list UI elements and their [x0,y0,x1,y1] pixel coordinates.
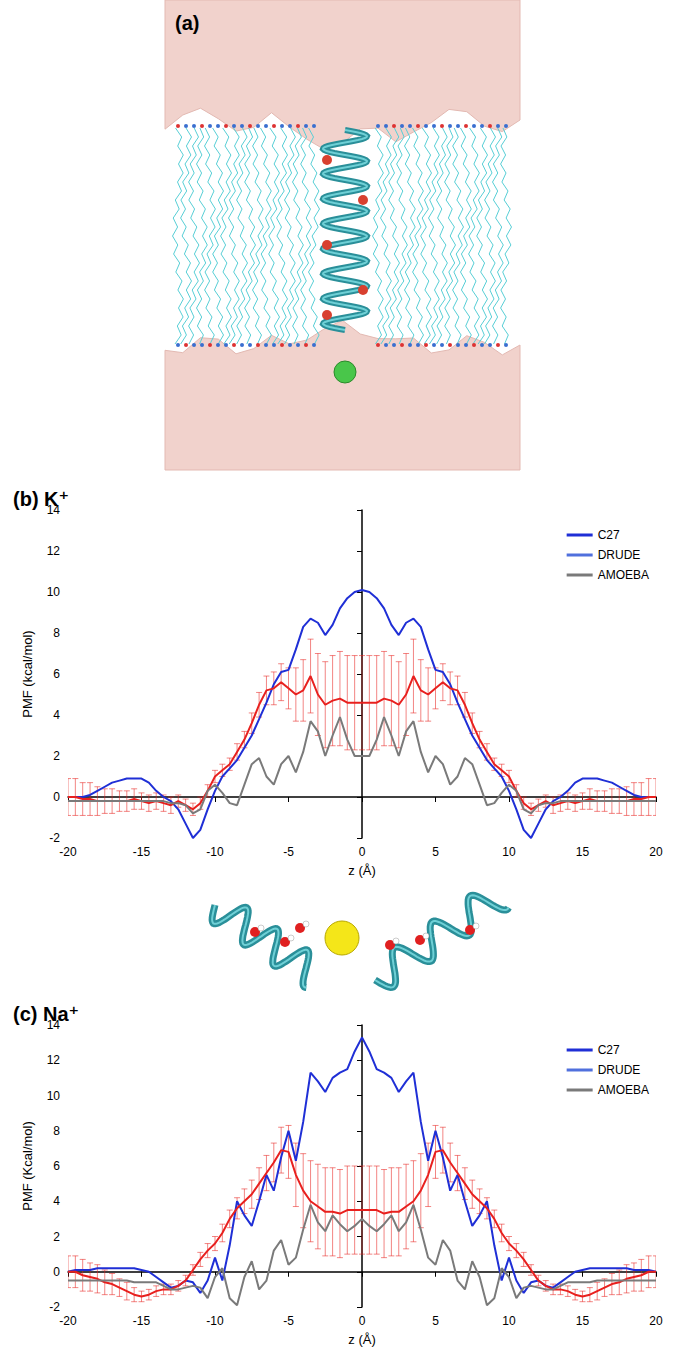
svg-text:PMF (kcal/mol): PMF (kcal/mol) [20,630,35,717]
svg-text:20: 20 [649,1314,663,1328]
svg-text:0: 0 [359,845,366,859]
svg-text:0: 0 [53,1265,60,1279]
svg-text:-20: -20 [59,1314,77,1328]
svg-text:PMF (Kcal/mol): PMF (Kcal/mol) [20,1121,35,1211]
svg-text:20: 20 [649,845,663,859]
svg-text:-20: -20 [59,845,77,859]
svg-text:5: 5 [432,1314,439,1328]
svg-text:2: 2 [53,1230,60,1244]
svg-text:4: 4 [53,1194,60,1208]
svg-text:DRUDE: DRUDE [598,548,641,562]
svg-text:10: 10 [47,1089,61,1103]
svg-text:0: 0 [359,1314,366,1328]
svg-text:(b) K⁺: (b) K⁺ [13,488,69,510]
svg-text:10: 10 [47,585,61,599]
svg-text:z (Å): z (Å) [348,863,375,878]
svg-text:0: 0 [53,790,60,804]
svg-text:-5: -5 [283,845,294,859]
svg-text:14: 14 [46,1018,60,1032]
svg-text:15: 15 [576,845,590,859]
svg-text:14: 14 [46,503,60,517]
svg-text:8: 8 [53,626,60,640]
svg-text:C27: C27 [598,528,620,542]
svg-text:8: 8 [53,1124,60,1138]
svg-text:-15: -15 [133,845,151,859]
svg-text:2: 2 [53,749,60,763]
svg-text:-10: -10 [206,845,224,859]
svg-text:15: 15 [576,1314,590,1328]
svg-text:6: 6 [53,1159,60,1173]
svg-text:DRUDE: DRUDE [598,1063,641,1077]
svg-text:AMOEBA: AMOEBA [598,568,649,582]
svg-text:-2: -2 [49,1300,60,1314]
svg-text:12: 12 [47,544,61,558]
svg-text:z (Å): z (Å) [348,1332,375,1347]
svg-text:-5: -5 [283,1314,294,1328]
svg-text:5: 5 [432,845,439,859]
svg-text:10: 10 [502,845,516,859]
svg-text:6: 6 [53,667,60,681]
svg-text:-2: -2 [49,831,60,845]
svg-text:-10: -10 [206,1314,224,1328]
svg-text:10: 10 [502,1314,516,1328]
svg-text:12: 12 [47,1053,61,1067]
svg-text:-15: -15 [133,1314,151,1328]
svg-text:C27: C27 [598,1043,620,1057]
svg-text:AMOEBA: AMOEBA [598,1083,649,1097]
svg-text:4: 4 [53,708,60,722]
svg-text:(c) Na⁺: (c) Na⁺ [13,1003,79,1025]
svg-text:(a): (a) [175,12,199,34]
